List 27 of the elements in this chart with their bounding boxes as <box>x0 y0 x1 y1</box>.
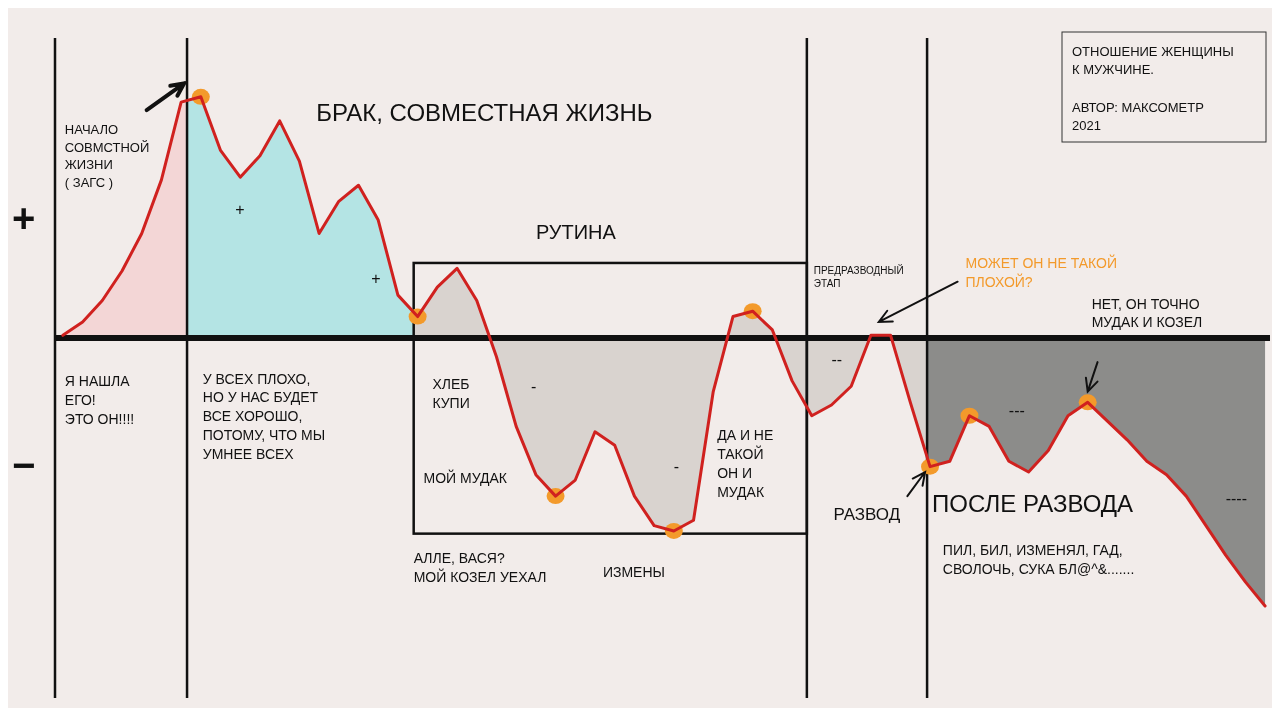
chart-title: ОТНОШЕНИЕ ЖЕНЩИНЫ К МУЖЧИНЕ. <box>1072 44 1234 77</box>
annotation: ---- <box>1225 490 1247 508</box>
annotation: - <box>673 458 680 475</box>
annotation: ИЗМЕНЫ <box>602 563 665 580</box>
annotation: + <box>371 270 381 288</box>
annotation: МОЙ МУДАК <box>423 468 508 486</box>
annotation: Я НАШЛА ЕГО! ЭТО ОН!!!! <box>64 373 135 428</box>
annotation: ДА И НЕ ТАКОЙ ОН И МУДАК <box>717 426 774 500</box>
annotation: --- <box>1008 401 1025 419</box>
annotation: БРАК, СОВМЕСТНАЯ ЖИЗНЬ <box>316 98 653 126</box>
text: АВТОР: МАКСОМЕТР 2021 <box>1072 100 1204 133</box>
annotation: + <box>235 200 245 218</box>
annotation: НАЧАЛО СОВМСТНОЙ ЖИЗНИ ( ЗАГС ) <box>64 122 150 190</box>
annotation: МОЖЕТ ОН НЕ ТАКОЙ ПЛОХОЙ? <box>965 254 1118 291</box>
annotation: ПРЕДРАЗВОДНЫЙ ЭТАП <box>813 263 904 290</box>
annotation: РУТИНА <box>535 220 617 243</box>
annotation: - <box>530 377 537 395</box>
annotation: У ВСЕХ ПЛОХО, НО У НАС БУДЕТ ВСЕ ХОРОШО, ПОТОМУ, ЧТО МЫ УМНЕЕ ВСЕХ <box>202 370 326 463</box>
annotation: -- <box>831 350 843 368</box>
annotation: РАЗВОД <box>833 505 901 525</box>
annotation: ПИЛ, БИЛ, ИЗМЕНЯЛ, ГАД, СВОЛОЧЬ, СУКА БЛ@^&....... <box>942 542 1135 577</box>
annotation: ПОСЛЕ РАЗВОДА <box>932 490 1134 518</box>
annotation: НЕТ, ОН ТОЧНО МУДАК И КОЗЕЛ <box>1091 295 1203 331</box>
annotation: ХЛЕБ КУПИ <box>432 375 470 411</box>
annotation: АЛЛЕ, ВАСЯ? МОЙ КОЗЕЛ УЕХАЛ <box>413 550 547 586</box>
text: − <box>12 442 36 487</box>
text: + <box>12 196 36 241</box>
